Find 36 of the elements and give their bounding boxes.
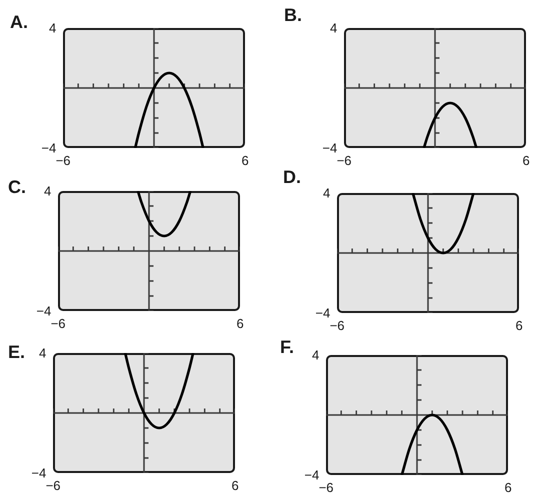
y-tick-label: 4 <box>330 20 338 36</box>
chart-title: E. <box>8 342 26 362</box>
line-series <box>412 193 475 254</box>
line-series <box>400 414 464 475</box>
y-tick-label: 4 <box>39 346 46 360</box>
chart-title: A. <box>10 12 28 32</box>
y-tick-label: −4 <box>36 304 52 318</box>
x-tick-label: 6 <box>504 480 512 495</box>
x-tick-label: 6 <box>232 478 239 493</box>
y-tick-label: −4 <box>41 140 56 156</box>
y-tick-label: −4 <box>304 468 320 482</box>
y-tick-label: 4 <box>49 20 56 36</box>
x-tick-label: −6 <box>56 153 71 168</box>
y-tick-label: −4 <box>322 140 338 156</box>
line-series <box>422 102 478 148</box>
x-tick-label: −6 <box>318 480 334 495</box>
chart-title: F. <box>280 337 294 357</box>
x-tick-label: −6 <box>46 478 61 493</box>
x-tick-label: 6 <box>236 316 244 331</box>
x-tick-label: 6 <box>242 153 249 168</box>
chart-title: B. <box>284 5 302 25</box>
x-tick-label: −6 <box>336 153 352 168</box>
y-tick-label: 4 <box>312 348 320 362</box>
line-series <box>124 353 194 430</box>
y-tick-label: −4 <box>31 466 46 480</box>
x-tick-label: 6 <box>516 318 523 333</box>
y-tick-label: 4 <box>44 184 52 198</box>
x-tick-label: 6 <box>522 153 530 168</box>
chart-title: C. <box>8 177 26 197</box>
line-series <box>134 72 204 148</box>
x-tick-label: −6 <box>330 318 345 333</box>
chart-title: D. <box>283 167 301 187</box>
y-tick-label: −4 <box>315 306 330 320</box>
x-tick-label: −6 <box>50 316 66 331</box>
line-series <box>136 191 192 238</box>
y-tick-label: 4 <box>323 186 330 200</box>
